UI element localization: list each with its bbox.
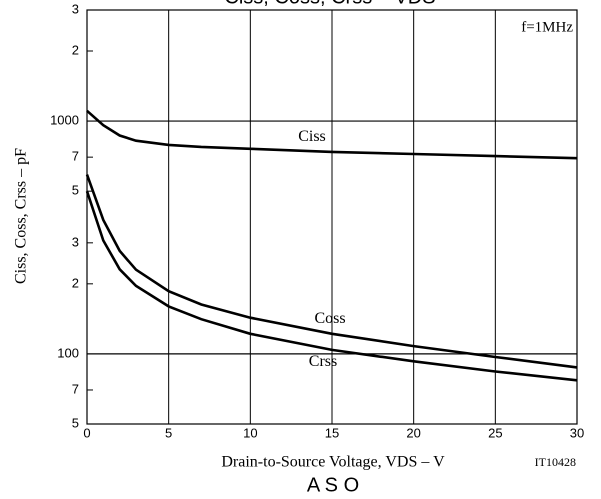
y-tick-label: 7 (72, 149, 79, 164)
y-tick-label: 2 (72, 42, 79, 57)
y-tick-label: 5 (72, 415, 79, 430)
y-tick-label: 3 (72, 234, 79, 249)
y-tick-label: 1000 (50, 113, 79, 128)
y-tick-label: 7 (72, 381, 79, 396)
chart-title: Ciss, Coss, Crss – VDS (224, 0, 435, 8)
x-tick-label: 10 (243, 425, 257, 440)
y-axis-label: Ciss, Coss, Crss – pF (13, 148, 30, 284)
y-tick-label: 2 (72, 275, 79, 290)
series-line (85, 190, 578, 382)
x-tick-label: 20 (406, 425, 420, 440)
series-label: Ciss (298, 128, 326, 145)
annotation: f=1MHz (521, 19, 573, 35)
series-label: Coss (314, 310, 345, 327)
y-tick-label: 5 (72, 183, 79, 198)
series-line (86, 109, 578, 160)
annotation: IT10428 (535, 455, 576, 469)
series-label: Crss (309, 353, 337, 370)
x-tick-label: 25 (488, 425, 502, 440)
x-tick-label: 5 (165, 425, 172, 440)
series-line (85, 174, 578, 369)
x-tick-label: 15 (325, 425, 339, 440)
annotation: A S O (307, 474, 359, 496)
y-tick-label: 100 (57, 345, 79, 360)
x-tick-label: 30 (570, 425, 584, 440)
x-tick-label: 0 (83, 425, 90, 440)
x-axis-label: Drain-to-Source Voltage, VDS – V (221, 454, 445, 471)
y-tick-label: 3 (72, 1, 79, 16)
